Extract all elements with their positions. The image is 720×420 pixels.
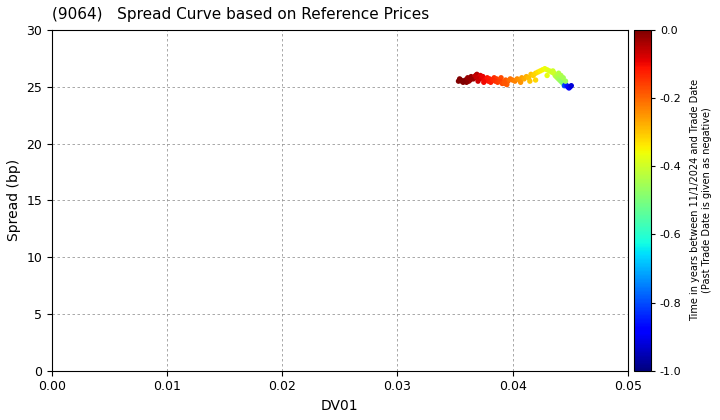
Point <box>497 80 508 87</box>
Point <box>472 74 484 81</box>
Point <box>468 76 480 82</box>
Point <box>501 81 513 88</box>
Point <box>557 80 569 87</box>
Point <box>503 78 514 84</box>
Point <box>532 69 544 76</box>
Point <box>551 73 562 80</box>
Point <box>516 74 528 81</box>
Point <box>480 76 492 82</box>
Point <box>507 77 518 84</box>
Point <box>554 77 565 84</box>
Point <box>464 77 476 84</box>
Point <box>480 77 491 84</box>
Point <box>521 73 532 80</box>
Point <box>541 66 553 73</box>
Point <box>536 66 548 73</box>
Point <box>455 77 467 84</box>
Point <box>462 74 474 81</box>
Point <box>546 69 557 76</box>
Point <box>474 76 485 82</box>
Point <box>490 78 501 84</box>
Point <box>482 74 493 81</box>
Point <box>485 79 497 86</box>
X-axis label: DV01: DV01 <box>321 399 359 413</box>
Point <box>477 73 488 80</box>
Point <box>456 78 468 84</box>
Point <box>509 78 521 84</box>
Point <box>465 76 477 82</box>
Point <box>565 82 577 89</box>
Text: (9064)   Spread Curve based on Reference Prices: (9064) Spread Curve based on Reference P… <box>52 7 429 22</box>
Point <box>559 82 570 89</box>
Point <box>523 74 534 81</box>
Point <box>478 79 490 86</box>
Point <box>459 77 471 84</box>
Point <box>557 79 568 86</box>
Point <box>491 76 503 82</box>
Point <box>552 74 563 81</box>
Point <box>465 73 477 80</box>
Point <box>463 78 474 84</box>
Point <box>469 73 480 80</box>
Point <box>547 69 559 76</box>
Point <box>493 77 505 84</box>
Point <box>553 70 564 76</box>
Y-axis label: Time in years between 11/1/2024 and Trade Date
(Past Trade Date is given as nega: Time in years between 11/1/2024 and Trad… <box>690 79 711 321</box>
Point <box>499 80 510 87</box>
Point <box>559 78 571 84</box>
Point <box>562 84 574 90</box>
Point <box>478 77 490 84</box>
Point <box>459 78 470 84</box>
Point <box>524 78 536 84</box>
Point <box>467 74 478 81</box>
Point <box>484 76 495 82</box>
Point <box>525 71 536 78</box>
Point <box>474 72 486 79</box>
Point <box>534 68 546 74</box>
Point <box>472 78 484 84</box>
Point <box>486 77 498 84</box>
Point <box>530 77 541 84</box>
Point <box>453 78 464 84</box>
Point <box>563 84 575 91</box>
Y-axis label: Spread (bp): Spread (bp) <box>7 159 21 242</box>
Point <box>511 76 523 82</box>
Point <box>564 84 576 90</box>
Point <box>555 72 567 79</box>
Point <box>530 70 541 76</box>
Point <box>555 78 567 84</box>
Point <box>515 79 526 86</box>
Point <box>492 79 503 86</box>
Point <box>528 72 539 79</box>
Point <box>495 74 507 81</box>
Point <box>547 68 559 74</box>
Point <box>548 70 559 76</box>
Point <box>539 66 551 72</box>
Point <box>454 76 465 82</box>
Point <box>505 76 516 82</box>
Point <box>476 74 487 81</box>
Point <box>500 77 511 84</box>
Point <box>514 77 526 84</box>
Point <box>457 79 469 86</box>
Point <box>559 81 571 88</box>
Point <box>487 77 499 84</box>
Point <box>553 76 564 82</box>
Point <box>544 68 555 74</box>
Point <box>482 78 494 84</box>
Point <box>494 78 505 84</box>
Point <box>499 79 510 86</box>
Point <box>477 73 488 80</box>
Point <box>498 79 509 86</box>
Point <box>561 82 572 89</box>
Point <box>518 76 530 82</box>
Point <box>557 74 569 81</box>
Point <box>470 72 482 79</box>
Point <box>541 72 553 79</box>
Point <box>549 72 561 79</box>
Point <box>471 71 482 78</box>
Point <box>488 74 500 81</box>
Point <box>461 79 472 86</box>
